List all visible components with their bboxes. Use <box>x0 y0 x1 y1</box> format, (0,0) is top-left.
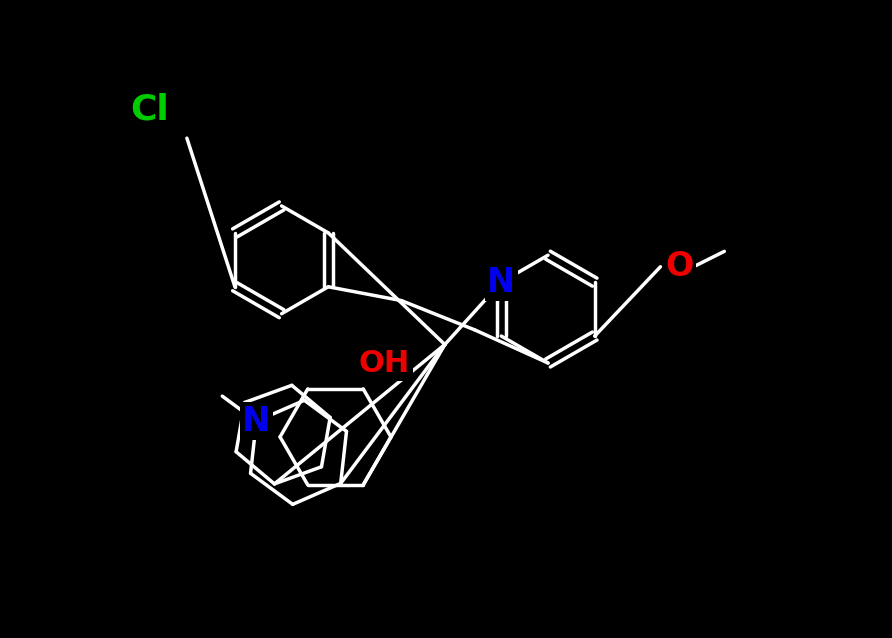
Text: OH: OH <box>359 349 410 378</box>
Text: Cl: Cl <box>130 93 169 127</box>
Text: N: N <box>243 404 270 438</box>
Text: O: O <box>665 250 694 283</box>
Text: N: N <box>487 265 516 299</box>
